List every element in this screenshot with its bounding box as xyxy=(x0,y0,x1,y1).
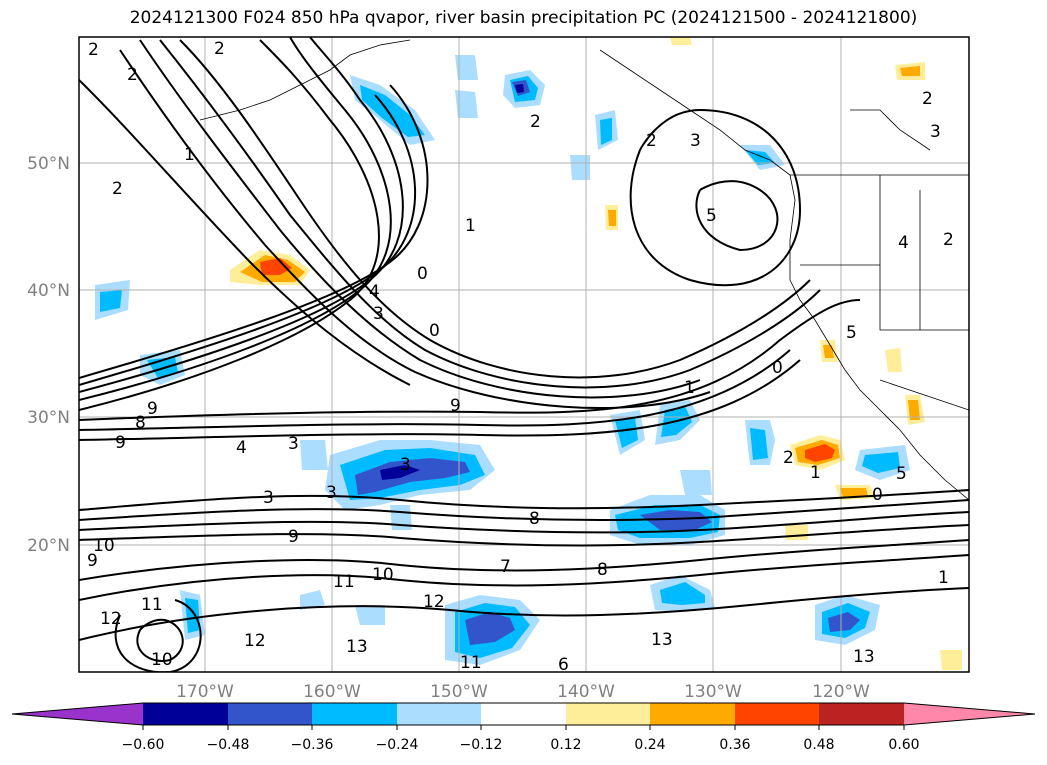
contour-label: 4 xyxy=(898,233,909,253)
contour-label: 10 xyxy=(151,650,173,670)
contour-label: 12 xyxy=(100,609,122,629)
contour-label: 2 xyxy=(112,179,123,199)
contour-label: 12 xyxy=(244,631,266,651)
map-title: 2024121300 F024 850 hPa qvapor, river ba… xyxy=(129,8,918,28)
colorbar-seg xyxy=(566,703,650,725)
coastlines xyxy=(199,39,969,501)
contour-label: 13 xyxy=(651,630,673,650)
contour-label: 4 xyxy=(369,282,380,302)
contour-label: 8 xyxy=(135,413,146,433)
contour-label: 8 xyxy=(597,560,608,580)
contour-label: 3 xyxy=(288,434,299,454)
colorbar-seg xyxy=(904,703,1035,725)
contour-label: 11 xyxy=(333,572,355,592)
contour-label: 3 xyxy=(373,304,384,324)
colorbar-seg xyxy=(397,703,481,725)
contour-label: 5 xyxy=(896,464,907,484)
colorbar-seg xyxy=(650,703,735,725)
contour-label: 9 xyxy=(87,551,98,571)
latitude-labels: 50°N 40°N 30°N 20°N xyxy=(27,154,70,556)
lon-label-120w: 120°W xyxy=(812,682,870,702)
colorbar-seg xyxy=(12,703,143,725)
lat-label-50n: 50°N xyxy=(27,154,70,174)
contour-label: 7 xyxy=(500,557,511,577)
contour-label: 9 xyxy=(450,396,461,416)
contour-label: 3 xyxy=(400,455,411,475)
contour-label: 1 xyxy=(465,216,476,236)
contour-label: 11 xyxy=(460,653,482,673)
contour-label: 3 xyxy=(930,122,941,142)
lon-label-130w: 130°W xyxy=(684,682,742,702)
contour-label: 0 xyxy=(872,485,883,505)
contour-label: 1 xyxy=(684,378,695,398)
colorbar-seg xyxy=(312,703,397,725)
contour-label: 6 xyxy=(558,655,569,675)
contour-label: 2 xyxy=(214,39,225,59)
contour-label: 2 xyxy=(783,448,794,468)
contour-label: 1 xyxy=(810,463,821,483)
contour-label: 13 xyxy=(346,637,368,657)
colorbar-tick-label: −0.12 xyxy=(460,737,503,753)
contour-labels: 2 2 2 2 2 2 2 3 1 1 1 0 0 0 5 4 4 3 9 9 … xyxy=(87,39,954,675)
colorbar-seg xyxy=(481,703,566,725)
colorbar-seg xyxy=(228,703,312,725)
colorbar: −0.60 −0.48 −0.36 −0.24 −0.12 0.12 0.24 … xyxy=(11,702,1036,753)
contour-label: 9 xyxy=(115,433,126,453)
colorbar-tick-label: 0.36 xyxy=(719,737,750,753)
contour-label: 2 xyxy=(530,112,541,132)
map-frame xyxy=(78,36,970,673)
contour-label: 0 xyxy=(417,264,428,284)
lat-label-20n: 20°N xyxy=(27,536,70,556)
contour-label: 2 xyxy=(127,65,138,85)
colorbar-seg xyxy=(735,703,819,725)
contour-label: 4 xyxy=(236,438,247,458)
contour-label: 3 xyxy=(690,131,701,151)
contour-label: 12 xyxy=(423,592,445,612)
contour-label: 0 xyxy=(429,321,440,341)
lat-label-30n: 30°N xyxy=(27,408,70,428)
precip-shading xyxy=(95,37,962,670)
contour-label: 10 xyxy=(372,565,394,585)
lon-label-140w: 140°W xyxy=(557,682,615,702)
colorbar-tick-label: −0.24 xyxy=(376,737,419,753)
colorbar-tick-label: −0.60 xyxy=(122,737,165,753)
contour-label: 13 xyxy=(853,647,875,667)
lat-label-40n: 40°N xyxy=(27,281,70,301)
lon-label-150w: 150°W xyxy=(430,682,488,702)
contour-label: 3 xyxy=(326,483,337,503)
contour-label: 9 xyxy=(147,399,158,419)
colorbar-tick-label: −0.36 xyxy=(291,737,334,753)
contour-label: 2 xyxy=(943,230,954,250)
contour-label: 11 xyxy=(141,595,163,615)
contour-label: 1 xyxy=(938,568,949,588)
contour-label: 2 xyxy=(646,131,657,151)
contour-label: 1 xyxy=(184,145,195,165)
contour-label: 8 xyxy=(529,509,540,529)
contour-label: 9 xyxy=(288,527,299,547)
colorbar-tick-label: 0.48 xyxy=(803,737,834,753)
colorbar-seg xyxy=(143,703,228,725)
contour-label: 5 xyxy=(846,323,857,343)
contour-label: 2 xyxy=(88,40,99,60)
longitude-labels: 170°W 160°W 150°W 140°W 130°W 120°W xyxy=(176,682,870,702)
colorbar-tick-label: 0.24 xyxy=(634,737,665,753)
contour-label: 10 xyxy=(93,536,115,556)
lon-label-160w: 160°W xyxy=(303,682,361,702)
colorbar-tick-label: 0.12 xyxy=(550,737,581,753)
contour-label: 2 xyxy=(922,89,933,109)
colorbar-seg xyxy=(819,703,904,725)
colorbar-tick-label: −0.48 xyxy=(207,737,250,753)
lon-label-170w: 170°W xyxy=(176,682,234,702)
colorbar-tick-label: 0.60 xyxy=(888,737,919,753)
contour-label: 0 xyxy=(772,358,783,378)
contour-label: 5 xyxy=(706,206,717,226)
contour-label: 3 xyxy=(263,488,274,508)
qvapor-contours xyxy=(79,37,969,672)
